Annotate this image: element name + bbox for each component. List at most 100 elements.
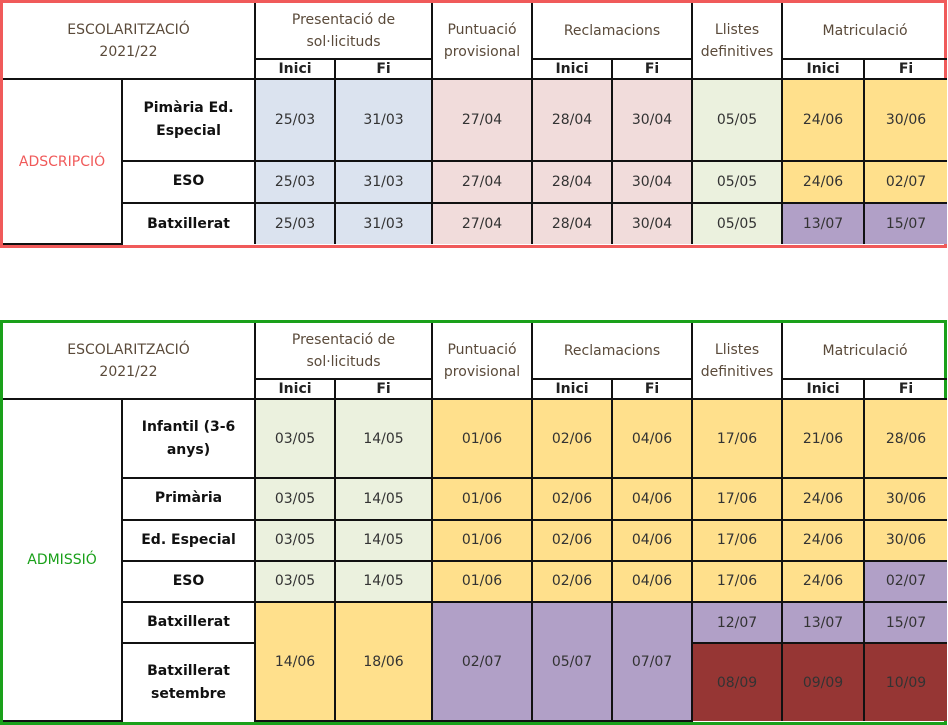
date-cell: 28/04: [531, 78, 614, 162]
date-cell: 21/06: [781, 397, 866, 480]
date-cell: 17/06: [691, 477, 784, 521]
puntuacio-header: Puntuació provisional: [431, 323, 534, 400]
fi-header: Fi: [611, 378, 694, 400]
row-label: Batxillerat: [122, 202, 257, 244]
escolaritzacio-header: ESCOLARITZACIÓ 2021/22: [3, 3, 257, 80]
row-label: Batxillerat: [122, 601, 257, 645]
puntuacio-header: Puntuació provisional: [431, 3, 534, 80]
date-cell: 12/07: [691, 601, 784, 645]
date-cell: 14/05: [334, 559, 434, 604]
date-cell: 30/04: [611, 159, 694, 205]
date-cell: 04/06: [611, 477, 694, 521]
date-cell: 17/06: [691, 518, 784, 562]
date-cell: 15/07: [863, 202, 948, 244]
inici-header: Inici: [531, 58, 614, 80]
date-cell: 24/06: [781, 78, 866, 162]
date-cell: 03/05: [254, 397, 337, 480]
date-cell: 14/06: [254, 601, 337, 722]
date-cell: 05/07: [531, 601, 614, 722]
date-cell: 02/06: [531, 559, 614, 604]
date-cell: 28/04: [531, 202, 614, 244]
group-label: ADMISSIÓ: [3, 398, 123, 722]
date-cell: 17/06: [691, 397, 784, 480]
date-cell: 01/06: [431, 397, 534, 480]
date-cell: 13/07: [781, 202, 866, 244]
inici-header: Inici: [255, 58, 337, 80]
date-cell: 27/04: [431, 202, 534, 244]
reclamacions-header: Reclamacions: [531, 323, 694, 380]
fi-header: Fi: [863, 58, 948, 80]
date-cell: 30/06: [863, 518, 948, 562]
date-cell: 03/05: [254, 518, 337, 562]
row-label: Ed. Especial: [122, 518, 257, 562]
date-cell: 25/03: [254, 159, 337, 205]
date-cell: 27/04: [431, 159, 534, 205]
row-label: Pimària Ed. Especial: [120, 78, 257, 162]
date-cell: 14/05: [334, 397, 434, 480]
date-cell: 28/06: [863, 397, 948, 480]
fi-header: Fi: [334, 58, 434, 80]
date-cell: 17/06: [691, 559, 784, 604]
date-cell: 02/06: [531, 477, 614, 521]
fi-header: Fi: [863, 378, 948, 400]
date-cell: 14/05: [334, 518, 434, 562]
date-cell: 24/06: [781, 518, 866, 562]
fi-header: Fi: [611, 58, 694, 80]
date-cell: 27/04: [431, 78, 534, 162]
date-cell: 08/09: [691, 642, 784, 721]
date-cell: 04/06: [611, 518, 694, 562]
date-cell: 03/05: [254, 477, 337, 521]
date-cell: 01/06: [431, 477, 534, 521]
llistes-header: Llistes definitives: [691, 323, 784, 400]
date-cell: 02/07: [863, 559, 948, 604]
date-cell: 24/06: [781, 477, 866, 521]
date-cell: 31/03: [334, 159, 434, 205]
date-cell: 02/07: [431, 601, 534, 722]
date-cell: 01/06: [431, 559, 534, 604]
date-cell: 25/03: [254, 202, 337, 244]
date-cell: 05/05: [691, 78, 784, 162]
date-cell: 15/07: [863, 601, 948, 645]
presentacio-header: Presentació de sol·licituds: [254, 3, 434, 60]
escolaritzacio-header: ESCOLARITZACIÓ 2021/22: [3, 323, 257, 400]
date-cell: 04/06: [611, 559, 694, 604]
date-cell: 30/06: [863, 477, 948, 521]
row-label: Batxillerat setembre: [122, 642, 257, 721]
inici-header: Inici: [781, 378, 866, 400]
date-cell: 14/05: [334, 477, 434, 521]
date-cell: 24/06: [781, 559, 866, 604]
date-cell: 18/06: [334, 601, 434, 722]
date-cell: 30/06: [863, 78, 948, 162]
date-cell: 03/05: [254, 559, 337, 604]
inici-header: Inici: [255, 378, 337, 400]
inici-header: Inici: [531, 378, 614, 400]
date-cell: 10/09: [863, 642, 948, 721]
date-cell: 13/07: [781, 601, 866, 645]
reclamacions-header: Reclamacions: [531, 3, 694, 60]
date-cell: 09/09: [781, 642, 866, 721]
date-cell: 05/05: [691, 159, 784, 205]
date-cell: 07/07: [611, 601, 694, 722]
matriculacio-header: Matriculació: [781, 323, 948, 380]
group-label: ADSCRIPCIÓ: [3, 78, 123, 245]
date-cell: 02/06: [531, 397, 614, 480]
date-cell: 01/06: [431, 518, 534, 562]
fi-header: Fi: [334, 378, 434, 400]
inici-header: Inici: [781, 58, 866, 80]
adscripcio-table: ESCOLARITZACIÓ 2021/22 Presentació de sol…: [0, 0, 948, 248]
date-cell: 05/05: [691, 202, 784, 244]
row-label: Infantil (3-6 anys): [120, 397, 257, 480]
date-cell: 28/04: [531, 159, 614, 205]
presentacio-header: Presentació de sol·licituds: [254, 323, 434, 380]
row-label: ESO: [122, 559, 257, 604]
matriculacio-header: Matriculació: [781, 3, 948, 60]
date-cell: 02/06: [531, 518, 614, 562]
row-label: ESO: [122, 159, 257, 205]
date-cell: 31/03: [334, 202, 434, 244]
date-cell: 30/04: [611, 202, 694, 244]
date-cell: 02/07: [863, 159, 948, 205]
row-label: Primària: [122, 477, 257, 521]
llistes-header: Llistes definitives: [691, 3, 784, 80]
date-cell: 04/06: [611, 397, 694, 480]
date-cell: 25/03: [254, 78, 337, 162]
